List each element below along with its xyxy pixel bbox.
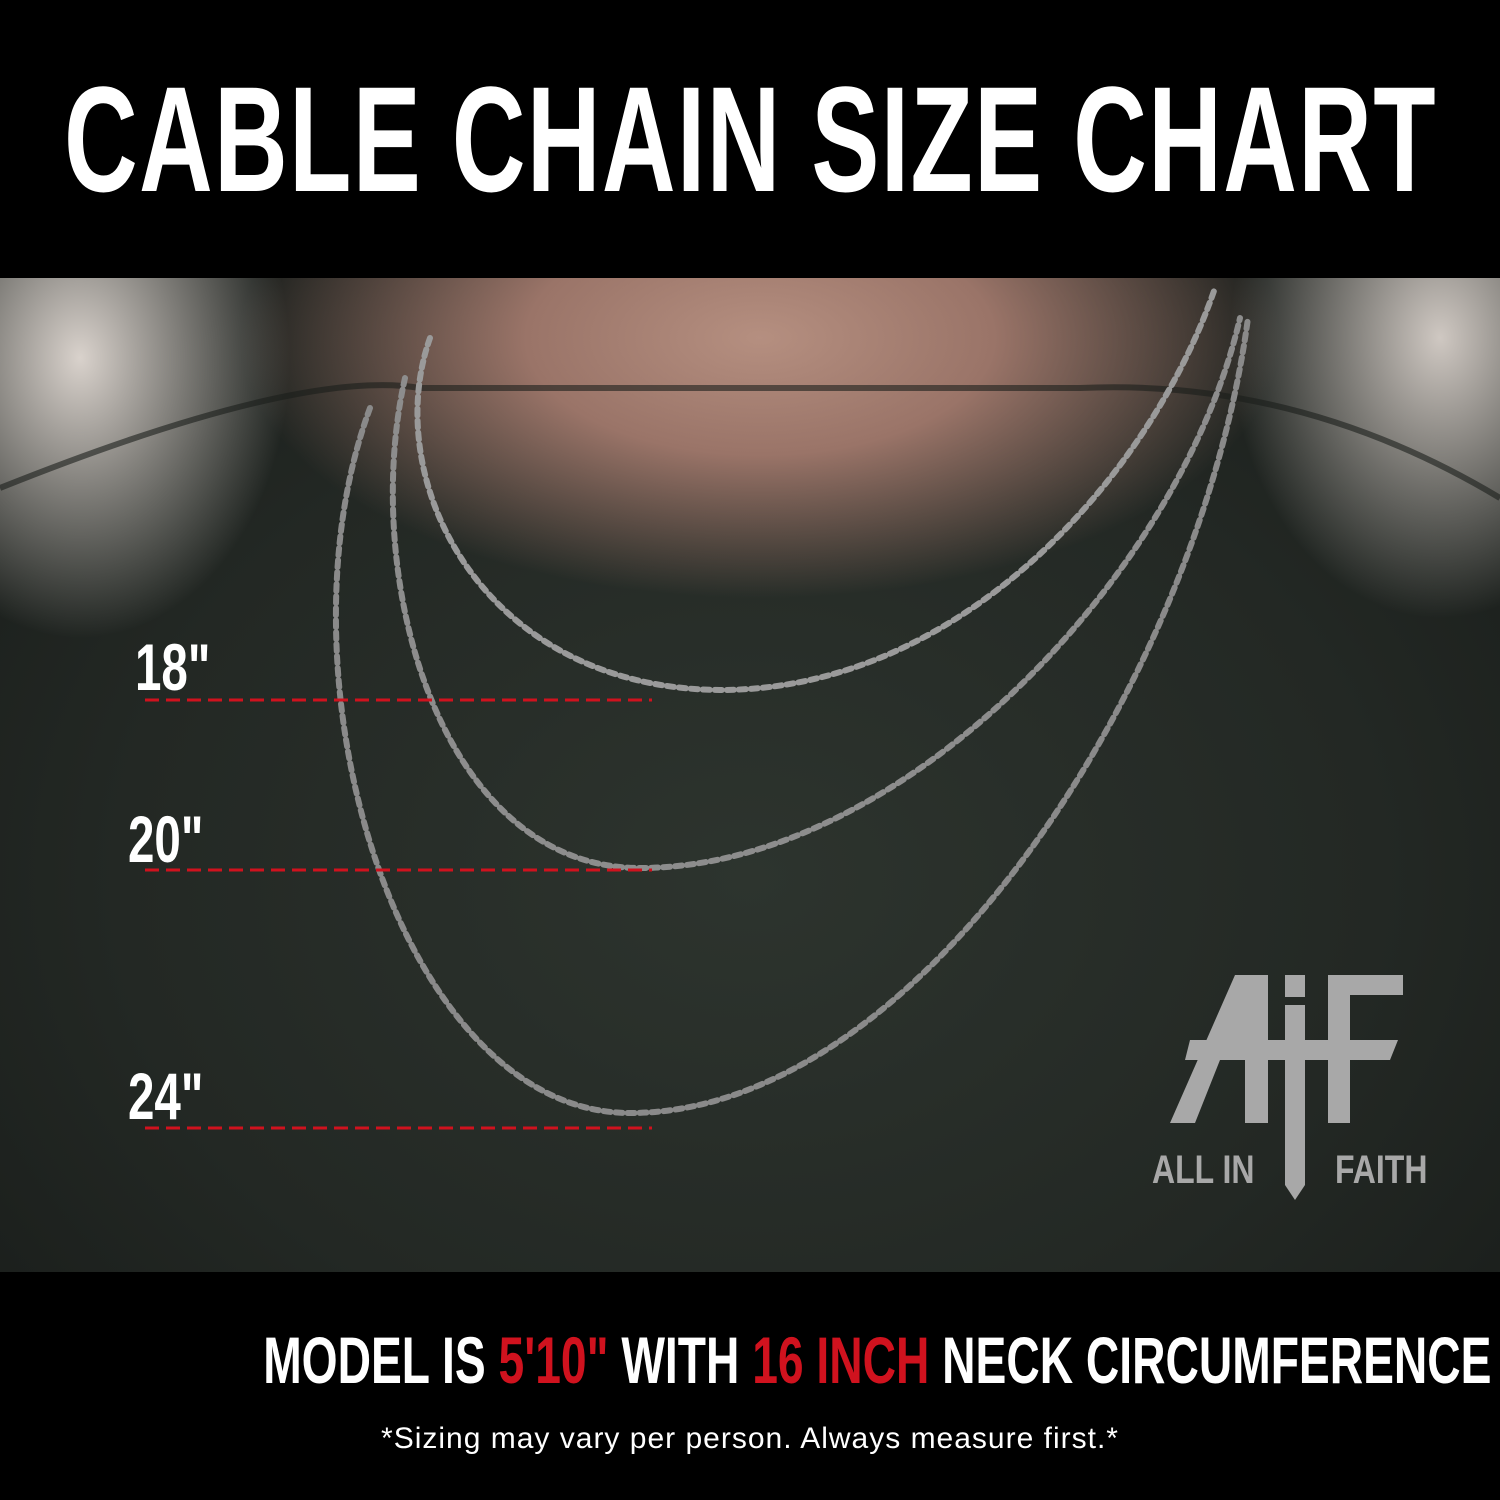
model-photo: 18" 20" 24" [0,278,1500,1272]
chain-18 [414,285,1218,694]
footer-banner: MODEL IS 5'10" WITH 16 INCH NECK CIRCUMF… [0,1272,1500,1500]
chains-overlay [0,285,1500,1130]
page-title: CABLE CHAIN SIZE CHART [63,55,1437,223]
logo-text-left: ALL IN [1152,1148,1255,1192]
size-label-18: 18" [135,630,211,704]
chain-20 [389,315,1243,872]
disclaimer: *Sizing may vary per person. Always meas… [381,1422,1119,1455]
logo-text-right: FAITH [1335,1148,1428,1192]
model-height: 5'10" [498,1323,609,1397]
header-banner: CABLE CHAIN SIZE CHART [0,0,1500,278]
aif-logo-icon [1170,975,1403,1200]
neck-size: 16 INCH [752,1323,930,1397]
chain-24 [333,315,1251,1117]
brand-logo: ALL IN FAITH [1150,960,1450,1210]
model-text-3: NECK CIRCUMFERENCE [929,1323,1492,1397]
model-text-2: WITH [608,1323,753,1397]
shirt-collar [0,382,1500,501]
size-label-20: 20" [128,802,204,876]
size-label-24: 24" [128,1059,204,1133]
model-text-1: MODEL IS [263,1323,499,1397]
model-info: MODEL IS 5'10" WITH 16 INCH NECK CIRCUMF… [0,1322,1500,1398]
